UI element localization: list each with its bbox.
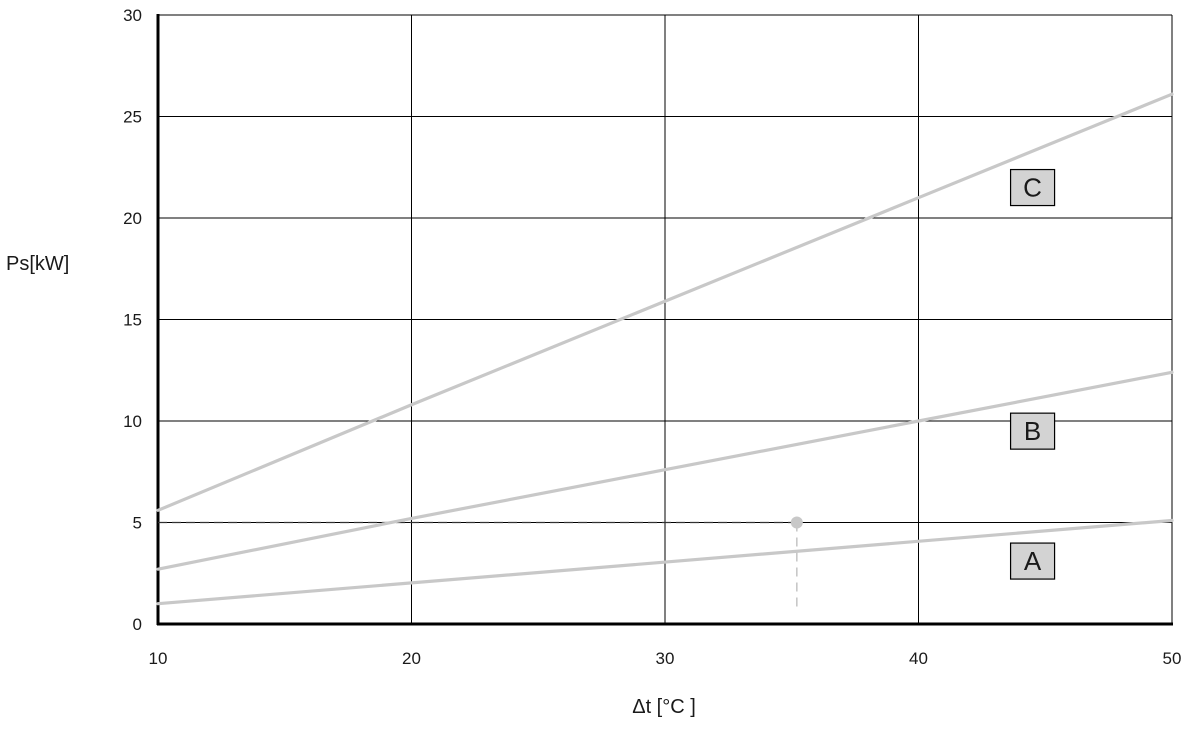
series-labels: A B C xyxy=(1009,168,1056,580)
series-label-text: A xyxy=(1024,546,1042,576)
annotation xyxy=(158,516,803,612)
x-tick-label: 20 xyxy=(402,649,421,668)
series-label-text: C xyxy=(1023,173,1042,203)
y-tick-label: 20 xyxy=(123,209,142,228)
series-label-b: B xyxy=(1009,412,1056,450)
series-label-box xyxy=(1009,542,1056,580)
x-tick-label: 40 xyxy=(909,649,928,668)
y-tick-label: 5 xyxy=(133,514,142,533)
x-tick-label: 10 xyxy=(149,649,168,668)
series-line-b xyxy=(156,370,1174,571)
y-tick-label: 10 xyxy=(123,412,142,431)
tick-labels: 0 5 10 15 20 25 30 10 20 30 40 50 xyxy=(123,6,1181,668)
series-label-text: B xyxy=(1024,416,1041,446)
axes xyxy=(156,14,1173,626)
series-line-c xyxy=(156,92,1174,512)
y-tick-label: 0 xyxy=(133,615,142,634)
operating-point xyxy=(790,516,803,529)
y-axis-title: Ps[kW] xyxy=(6,253,69,275)
series-label-box xyxy=(1009,412,1056,450)
series-label-a: A xyxy=(1009,542,1056,580)
x-tick-label: 30 xyxy=(656,649,675,668)
series-label-c: C xyxy=(1009,168,1056,207)
series-line-a xyxy=(156,518,1174,606)
x-tick-label: 50 xyxy=(1163,649,1182,668)
y-tick-label: 15 xyxy=(123,311,142,330)
y-tick-label: 25 xyxy=(123,108,142,127)
series-label-box xyxy=(1009,168,1056,207)
y-tick-label: 30 xyxy=(123,6,142,25)
x-axis-title: Δt [°C ] xyxy=(632,696,696,718)
series-lines xyxy=(156,92,1174,606)
